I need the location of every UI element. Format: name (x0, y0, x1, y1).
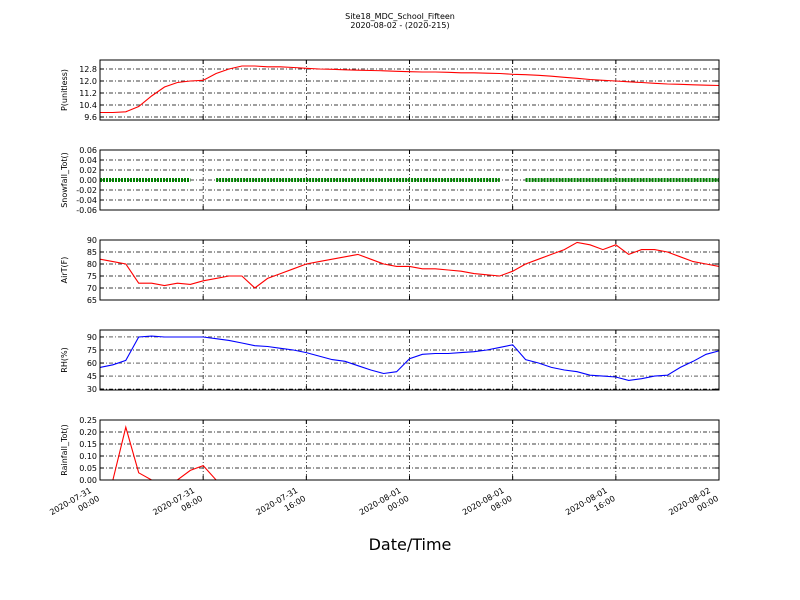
plot-frame (99, 149, 720, 211)
y-tick-label: 0.00 (79, 176, 97, 185)
y-tick-label: 0.04 (79, 156, 97, 165)
y-tick-label: 75 (87, 272, 97, 281)
y-tick-label: 11.2 (79, 89, 97, 98)
y-tick-label: 30 (87, 385, 97, 394)
y-axis-label: Snowfall_Tot() (60, 152, 69, 208)
plot-frame (99, 329, 720, 391)
x-axis-label: Date/Time (369, 535, 452, 554)
y-tick-label: 0.00 (79, 476, 97, 485)
chart-subtitle: 2020-08-02 - (2020-215) (350, 21, 449, 30)
y-tick-label: 75 (87, 346, 97, 355)
y-axis-label: AirT(F) (60, 257, 69, 284)
plot-frame (99, 239, 720, 301)
y-tick-label: 0.20 (79, 428, 97, 437)
y-tick-label: 65 (87, 296, 97, 305)
y-tick-label: 0.05 (79, 464, 97, 473)
y-tick-label: 12.0 (79, 77, 97, 86)
y-tick-label: 70 (87, 284, 97, 293)
y-axis-label: P(unitless) (60, 69, 69, 111)
y-tick-label: 60 (87, 359, 97, 368)
y-tick-label: 0.15 (79, 440, 97, 449)
data-line (100, 65, 720, 114)
y-tick-label: 90 (87, 333, 97, 342)
y-tick-label: 45 (87, 372, 97, 381)
y-tick-label: 90 (87, 236, 97, 245)
y-tick-label: -0.02 (76, 186, 97, 195)
y-tick-label: -0.04 (76, 196, 97, 205)
y-tick-label: 80 (87, 260, 97, 269)
y-tick-label: 0.02 (79, 166, 97, 175)
data-line (99, 241, 720, 289)
y-axis-label: Rainfall_Tot() (60, 424, 69, 476)
y-tick-label: 85 (87, 248, 97, 257)
plot-frame (99, 59, 720, 121)
y-tick-label: 12.8 (79, 65, 97, 74)
y-tick-label: 0.25 (79, 416, 97, 425)
y-tick-label: 9.6 (84, 113, 97, 122)
plot-frame (99, 419, 720, 481)
y-axis-label: RH(%) (60, 347, 69, 372)
data-line (99, 335, 720, 381)
chart-title: Site18_MDC_School_Fifteen (345, 12, 455, 21)
y-tick-label: 0.06 (79, 146, 97, 155)
y-tick-label: -0.06 (76, 206, 97, 215)
y-tick-label: 0.10 (79, 452, 97, 461)
y-tick-label: 10.4 (79, 101, 97, 110)
